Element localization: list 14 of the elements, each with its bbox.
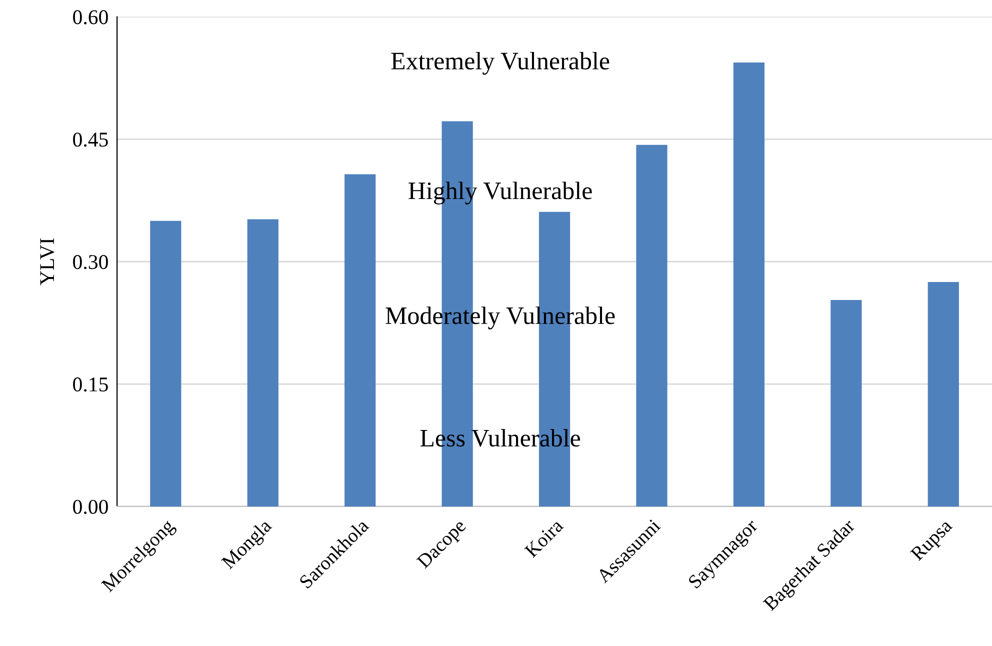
y-tick-label: 0.45 (73, 132, 108, 147)
bar (150, 220, 182, 506)
y-axis-title: YLVI (40, 238, 54, 286)
bar (247, 219, 278, 506)
bar (344, 174, 376, 506)
annotation: Extremely Vulnerable (391, 52, 610, 75)
bar (636, 144, 668, 506)
bar (928, 282, 959, 506)
y-tick-label: 0.60 (73, 10, 108, 24)
y-tick-label: 0.15 (73, 377, 108, 392)
bar (830, 300, 862, 506)
y-tick-label: 0.30 (73, 255, 108, 270)
y-tick-label: 0.00 (73, 500, 108, 514)
bar (733, 62, 765, 506)
